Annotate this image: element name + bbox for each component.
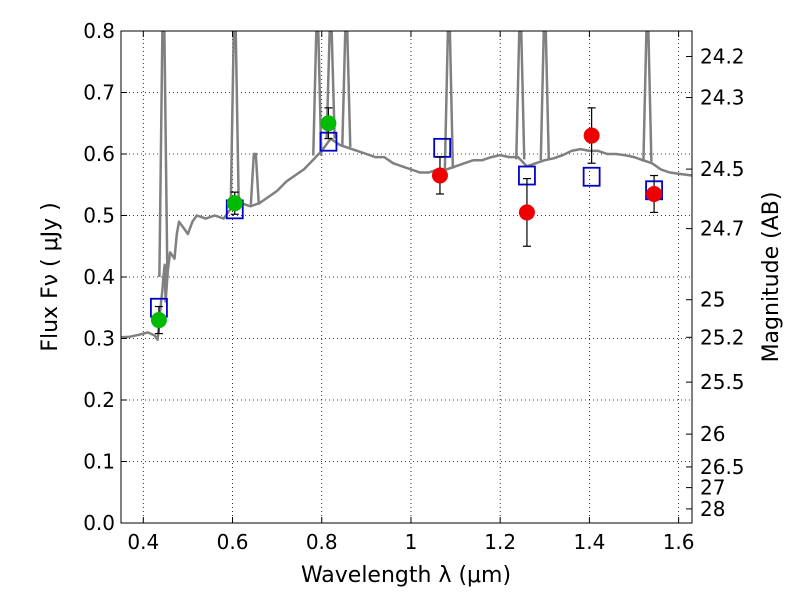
- right-tick-label: 26: [700, 422, 725, 446]
- emission-line: [229, 31, 241, 206]
- emission-line: [158, 31, 169, 278]
- y-tick-label: 0.0: [83, 511, 115, 535]
- y-tick-label: 0.2: [83, 388, 115, 412]
- x-tick-label: 0.4: [127, 530, 159, 554]
- emission-line: [341, 31, 352, 148]
- right-tick-label: 24.5: [700, 157, 745, 181]
- y-tick-label: 0.7: [83, 81, 115, 105]
- y-tick-label: 0.3: [83, 327, 115, 351]
- right-tick-label: 26.5: [700, 455, 745, 479]
- ticks: 0.4 0.6 0.8 1 1.2 1.4 1.6 0.0 0.1 0.2 0.3 0.4 0.5 0.6…: [83, 19, 744, 554]
- red-point: [518, 204, 535, 221]
- model-square: [582, 166, 601, 187]
- spectrum-line: [121, 137, 692, 341]
- x-tick-label: 0.6: [217, 530, 249, 554]
- emission-line: [443, 31, 455, 169]
- x-tick-label: 0.8: [306, 530, 338, 554]
- x-tick-label: 1.6: [663, 530, 695, 554]
- y-tick-label: 0.8: [83, 19, 115, 43]
- emission-line: [515, 31, 526, 160]
- plot-area: [121, 31, 692, 523]
- x-axis-label: Wavelength λ (μm): [301, 563, 511, 588]
- right-tick-label: 28: [700, 497, 725, 521]
- emission-line: [249, 152, 261, 205]
- y-right-axis-label: Magnitude (AB): [759, 192, 784, 363]
- y-tick-label: 0.1: [83, 450, 115, 474]
- green-point: [150, 312, 167, 329]
- y-tick-label: 0.4: [83, 265, 115, 289]
- right-tick-label: 25.2: [700, 325, 745, 349]
- red-point: [431, 167, 448, 184]
- emission-line: [325, 31, 336, 139]
- emission-line: [539, 31, 551, 161]
- red-point: [583, 127, 600, 144]
- right-tick-label: 25: [700, 288, 725, 312]
- emission-line: [312, 31, 323, 156]
- y-axis-label: Flux Fν ( μJy ): [38, 202, 63, 351]
- right-tick-label: 24.2: [700, 44, 745, 68]
- right-tick-label: 24.3: [700, 86, 745, 110]
- green-point: [226, 195, 243, 212]
- plot-marks: [121, 31, 692, 341]
- x-tick-label: 1.4: [573, 530, 605, 554]
- right-tick-label: 25.5: [700, 370, 745, 394]
- y-tick-label: 0.6: [83, 142, 115, 166]
- x-tick-label: 1: [405, 530, 418, 554]
- right-tick-label: 27: [700, 476, 725, 500]
- red-point: [646, 185, 663, 202]
- green-point: [320, 115, 337, 132]
- x-tick-label: 1.2: [484, 530, 516, 554]
- y-tick-label: 0.5: [83, 204, 115, 228]
- emission-line: [642, 31, 653, 162]
- right-tick-label: 24.7: [700, 217, 745, 241]
